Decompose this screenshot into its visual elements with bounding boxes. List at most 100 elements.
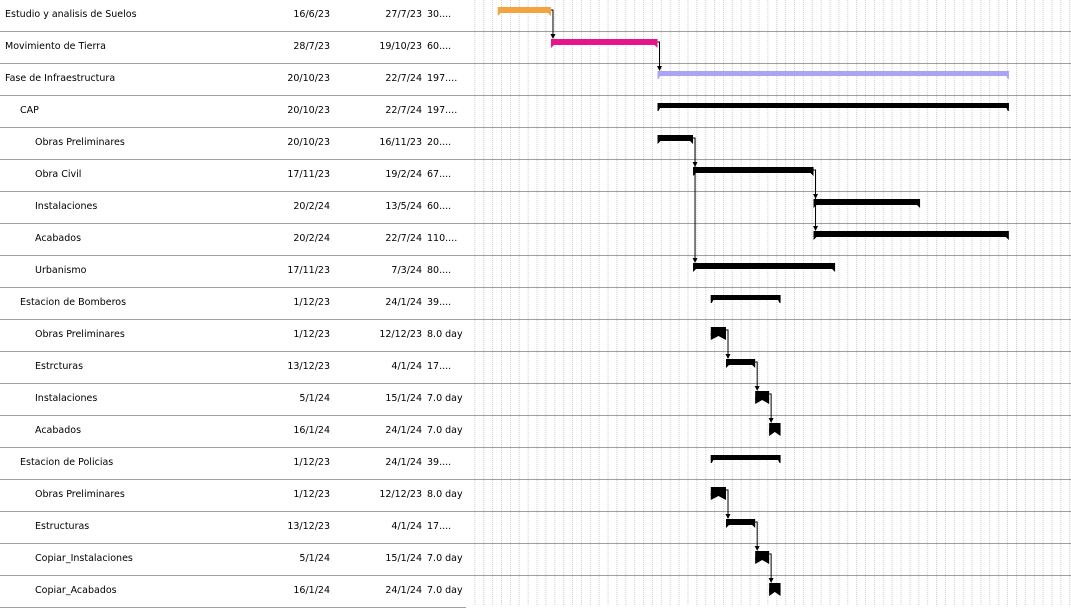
task-row[interactable]: Estacion de Bomberos 1/12/23 24/1/24 39.... [0, 288, 466, 320]
task-bar[interactable] [726, 359, 756, 368]
task-bar[interactable] [657, 71, 1009, 79]
task-start-date: 20/10/23 [287, 137, 330, 148]
task-bar[interactable] [710, 327, 727, 340]
task-row[interactable]: Fase de Infraestructura 20/10/23 22/7/24 19… [0, 64, 466, 96]
task-row[interactable]: Estudio y analisis de Suelos 16/6/23 27/7/… [0, 0, 466, 32]
dependency-arrow [768, 393, 774, 423]
task-start-date: 16/1/24 [293, 585, 330, 596]
task-bar[interactable] [550, 39, 658, 48]
task-bar[interactable] [497, 7, 551, 16]
task-row[interactable]: Obra Civil 17/11/23 19/2/24 67.... [0, 160, 466, 192]
task-start-date: 17/11/23 [287, 169, 330, 180]
task-name: Movimiento de Tierra [5, 41, 106, 52]
task-name: Obras Preliminares [35, 489, 125, 500]
task-name: Acabados [35, 233, 82, 244]
gantt-chart[interactable] [466, 0, 1071, 606]
task-name: Estudio y analisis de Suelos [5, 9, 137, 20]
task-name: Estacion de Bomberos [20, 297, 127, 308]
task-end-date: 7/3/24 [391, 265, 422, 276]
task-duration: 197.... [427, 73, 458, 84]
dependency-arrow [692, 137, 698, 263]
task-bar[interactable] [726, 519, 756, 528]
task-start-date: 1/12/23 [293, 457, 330, 468]
task-bar[interactable] [710, 295, 781, 303]
task-end-date: 27/7/23 [385, 9, 422, 20]
task-duration: 17.... [427, 521, 452, 532]
dependency-arrow [754, 521, 760, 551]
task-duration: 20.... [427, 137, 452, 148]
task-bar[interactable] [693, 167, 814, 176]
task-row[interactable]: Copiar_Instalaciones 5/1/24 15/1/24 7.0 day [0, 544, 466, 576]
dependency-arrow [768, 553, 774, 583]
task-start-date: 13/12/23 [287, 361, 330, 372]
task-row[interactable]: CAP 20/10/23 22/7/24 197.... [0, 96, 466, 128]
task-start-date: 13/12/23 [287, 521, 330, 532]
task-duration: 67.... [427, 169, 452, 180]
task-start-date: 28/7/23 [293, 41, 330, 52]
task-row[interactable]: Obras Preliminares 1/12/23 12/12/23 8.0 day [0, 480, 466, 512]
task-row[interactable]: Estrcturas 13/12/23 4/1/24 17.... [0, 352, 466, 384]
task-row[interactable]: Instalaciones 5/1/24 15/1/24 7.0 day [0, 384, 466, 416]
task-end-date: 15/1/24 [385, 553, 422, 564]
task-duration: 7.0 day [427, 553, 463, 564]
task-start-date: 5/1/24 [299, 393, 330, 404]
task-end-date: 22/7/24 [385, 105, 422, 116]
task-row[interactable]: Urbanismo 17/11/23 7/3/24 80.... [0, 256, 466, 288]
task-start-date: 20/2/24 [293, 201, 330, 212]
task-row[interactable]: Obras Preliminares 1/12/23 12/12/23 8.0 day [0, 320, 466, 352]
task-row[interactable]: Instalaciones 20/2/24 13/5/24 60.... [0, 192, 466, 224]
task-bar[interactable] [813, 231, 1009, 240]
task-bar[interactable] [755, 391, 770, 404]
task-end-date: 24/1/24 [385, 457, 422, 468]
task-end-date: 4/1/24 [391, 361, 422, 372]
task-start-date: 17/11/23 [287, 265, 330, 276]
task-row[interactable]: Movimiento de Tierra 28/7/23 19/10/23 60...… [0, 32, 466, 64]
task-row[interactable]: Estructuras 13/12/23 4/1/24 17.... [0, 512, 466, 544]
task-name: Estrcturas [35, 361, 84, 372]
task-table: Estudio y analisis de Suelos 16/6/23 27/7/… [0, 0, 466, 608]
task-duration: 8.0 day [427, 329, 463, 340]
task-bar[interactable] [769, 423, 781, 436]
task-bar[interactable] [657, 135, 694, 144]
task-name: Estructuras [35, 521, 90, 532]
dependency-arrow [725, 489, 731, 519]
task-start-date: 1/12/23 [293, 329, 330, 340]
task-end-date: 22/7/24 [385, 73, 422, 84]
task-name: Acabados [35, 425, 82, 436]
task-bar[interactable] [813, 199, 921, 208]
task-duration: 7.0 day [427, 585, 463, 596]
gantt-grid [466, 0, 1071, 606]
task-bar[interactable] [693, 263, 836, 272]
task-name: Instalaciones [35, 393, 98, 404]
task-start-date: 20/10/23 [287, 105, 330, 116]
task-name: CAP [20, 105, 39, 116]
task-duration: 110.... [427, 233, 458, 244]
task-end-date: 16/11/23 [379, 137, 422, 148]
task-name: Obras Preliminares [35, 137, 125, 148]
dependency-arrow [725, 329, 731, 359]
task-row[interactable]: Obras Preliminares 20/10/23 16/11/23 20.... [0, 128, 466, 160]
task-row[interactable]: Estacion de Policias 1/12/23 24/1/24 39.... [0, 448, 466, 480]
task-bar[interactable] [710, 455, 781, 463]
task-start-date: 1/12/23 [293, 297, 330, 308]
task-bar[interactable] [755, 551, 770, 564]
task-duration: 7.0 day [427, 393, 463, 404]
task-start-date: 20/10/23 [287, 73, 330, 84]
task-name: Copiar_Instalaciones [35, 553, 133, 564]
task-bar[interactable] [710, 487, 727, 500]
task-duration: 7.0 day [427, 425, 463, 436]
dependency-arrows [550, 9, 819, 583]
task-duration: 39.... [427, 297, 452, 308]
task-duration: 8.0 day [427, 489, 463, 500]
task-duration: 80.... [427, 265, 452, 276]
task-start-date: 5/1/24 [299, 553, 330, 564]
task-row[interactable]: Copiar_Acabados 16/1/24 24/1/24 7.0 day [0, 576, 466, 608]
task-row[interactable]: Acabados 20/2/24 22/7/24 110.... [0, 224, 466, 256]
task-bar[interactable] [657, 103, 1009, 111]
task-bar[interactable] [769, 583, 781, 596]
task-end-date: 15/1/24 [385, 393, 422, 404]
task-name: Instalaciones [35, 201, 98, 212]
task-row[interactable]: Acabados 16/1/24 24/1/24 7.0 day [0, 416, 466, 448]
task-start-date: 20/2/24 [293, 233, 330, 244]
task-duration: 60.... [427, 201, 452, 212]
